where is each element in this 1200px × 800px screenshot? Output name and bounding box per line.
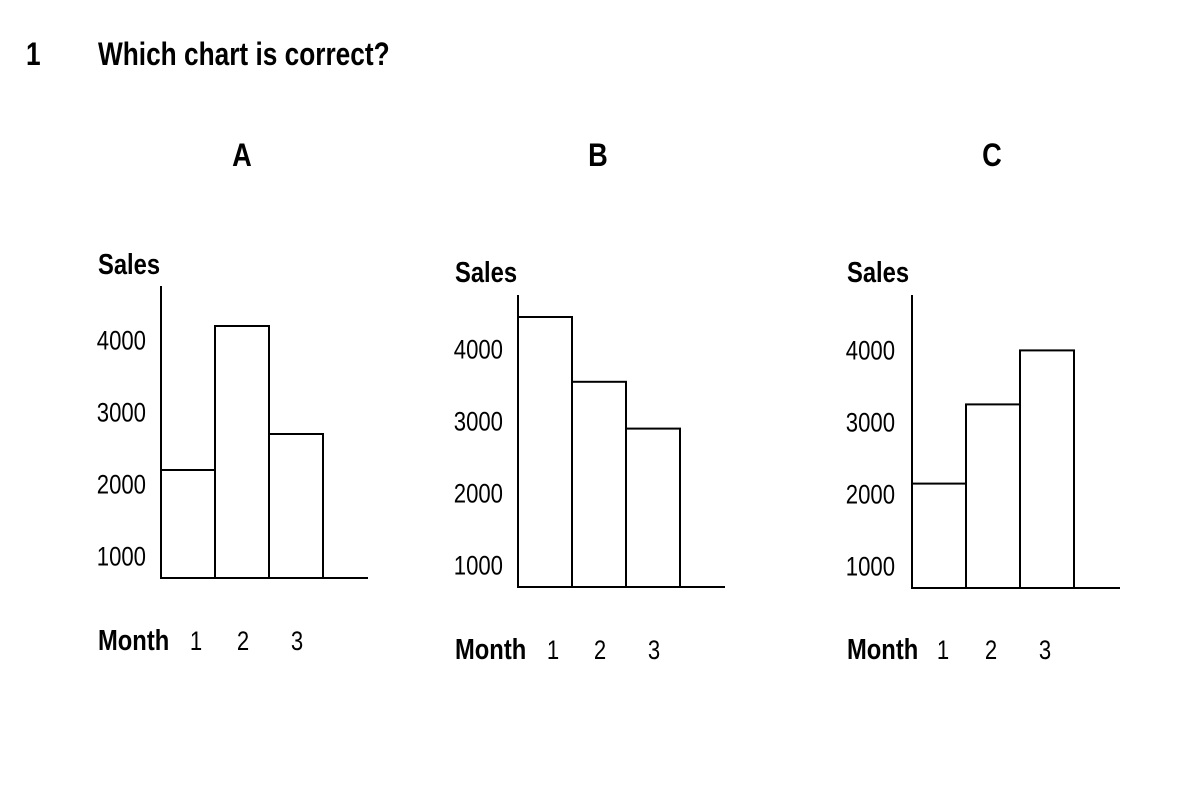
- bar-month-2: [571, 380, 627, 588]
- x-tick-label: 2: [594, 636, 606, 666]
- y-tick-label: 1000: [454, 551, 503, 581]
- y-axis-label: Sales: [98, 248, 160, 281]
- x-tick-label: 2: [237, 627, 249, 657]
- chart-a: A Sales 1000 2000 3000 4000 Month 1 2 3: [97, 138, 368, 657]
- bar-month-1: [911, 482, 967, 590]
- bar-month-2: [965, 403, 1021, 589]
- y-tick-label: 2000: [846, 480, 895, 510]
- y-tick-label: 1000: [97, 542, 146, 572]
- y-axis-label: Sales: [455, 256, 517, 289]
- y-tick-label: 1000: [846, 552, 895, 582]
- y-tick-label: 3000: [846, 408, 895, 438]
- x-tick-label: 1: [190, 627, 202, 657]
- y-tick-label: 2000: [97, 470, 146, 500]
- chart-c: C Sales 1000 2000 3000 4000 Month 1 2 3: [846, 138, 1120, 666]
- x-tick-label: 2: [985, 636, 997, 666]
- bar-month-3: [268, 433, 324, 579]
- x-tick-label: 3: [1039, 636, 1051, 666]
- chart-b: B Sales 1000 2000 3000 4000 Month 1 2 3: [454, 138, 725, 666]
- chart-title: C: [982, 138, 1002, 174]
- bar-month-2: [214, 325, 270, 579]
- x-axis-label: Month: [98, 624, 169, 657]
- y-tick-label: 2000: [454, 479, 503, 509]
- x-tick-label: 3: [291, 627, 303, 657]
- chart-title: A: [232, 138, 252, 174]
- y-axis-label: Sales: [847, 256, 909, 289]
- question-text: Which chart is correct?: [98, 36, 390, 72]
- bar-month-1: [160, 469, 216, 579]
- x-axis-label: Month: [455, 633, 526, 666]
- chart-title: B: [588, 138, 608, 174]
- x-tick-label: 3: [648, 636, 660, 666]
- x-tick-label: 1: [547, 636, 559, 666]
- y-tick-label: 4000: [846, 336, 895, 366]
- bar-month-1: [517, 316, 573, 588]
- question-number: 1: [26, 36, 41, 72]
- y-tick-label: 4000: [454, 335, 503, 365]
- bar-month-3: [1019, 349, 1075, 589]
- y-tick-label: 3000: [454, 407, 503, 437]
- x-axis-label: Month: [847, 633, 918, 666]
- bar-month-3: [625, 427, 681, 588]
- x-tick-label: 1: [937, 636, 949, 666]
- y-tick-label: 4000: [97, 326, 146, 356]
- y-tick-label: 3000: [97, 398, 146, 428]
